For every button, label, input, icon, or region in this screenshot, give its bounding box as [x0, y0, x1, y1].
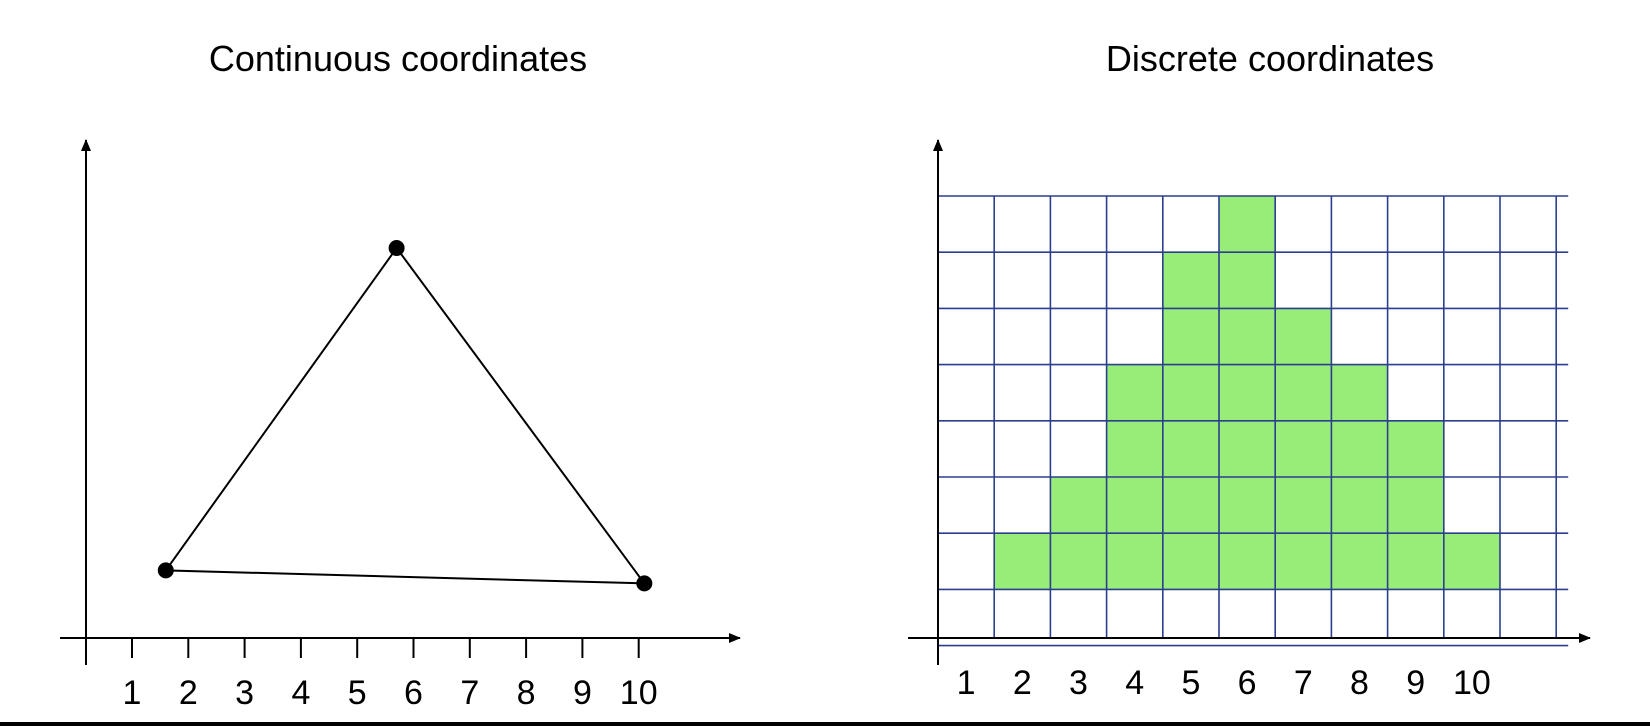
triangle [163, 246, 647, 585]
x-tick-label: 5 [348, 674, 367, 712]
x-tick-label: 6 [404, 674, 423, 712]
filled-cell [1050, 533, 1107, 590]
filled-cell [1387, 477, 1444, 534]
filled-cell [1219, 252, 1276, 309]
filled-cell [1387, 533, 1444, 590]
filled-cell [1162, 308, 1219, 365]
filled-cell [1331, 533, 1388, 590]
x-tick-label: 3 [1069, 664, 1088, 702]
x-tick-label: 5 [1181, 664, 1200, 702]
x-tick-label: 8 [1350, 664, 1369, 702]
continuous-panel: 1 2 3 4 5 6 7 8 9 10 [60, 139, 741, 712]
filled-cell [1219, 196, 1276, 253]
x-tick-label: 4 [291, 674, 310, 712]
x-tick-label: 7 [460, 674, 479, 712]
filled-cell [1275, 364, 1332, 421]
x-tick-label: 6 [1238, 664, 1257, 702]
filled-cell [1275, 533, 1332, 590]
filled-cell [1050, 477, 1107, 534]
x-tick-label: 2 [1013, 664, 1032, 702]
filled-cell [1387, 420, 1444, 477]
filled-cell [1443, 533, 1500, 590]
filled-cell [1219, 533, 1276, 590]
x-tick-label: 3 [235, 674, 254, 712]
filled-cell [994, 533, 1051, 590]
filled-cell [1162, 364, 1219, 421]
x-tick-label: 10 [620, 674, 658, 712]
filled-cell [1162, 252, 1219, 309]
filled-cell [1106, 477, 1163, 534]
x-tick-label: 10 [1453, 664, 1491, 702]
filled-cell [1331, 364, 1388, 421]
filled-cell [1162, 420, 1219, 477]
filled-cell [1106, 420, 1163, 477]
x-tick-label: 9 [573, 674, 592, 712]
continuous-coordinates-title: Continuous coordinates [208, 38, 588, 79]
filled-cell [1275, 477, 1332, 534]
filled-cell [1275, 308, 1332, 365]
filled-cell [1106, 364, 1163, 421]
discrete-coordinates-title: Discrete coordinates [1105, 38, 1435, 79]
filled-cell [1162, 477, 1219, 534]
filled-cell [1106, 533, 1163, 590]
x-tick-label: 9 [1406, 664, 1425, 702]
x-tick-label: 1 [123, 674, 142, 712]
x-tick-label: 1 [957, 664, 976, 702]
x-tick-label: 2 [179, 674, 198, 712]
x-tick-label: 4 [1125, 664, 1144, 702]
filled-cell [1219, 308, 1276, 365]
filled-cell [1162, 533, 1219, 590]
filled-cell [1331, 420, 1388, 477]
top-vertex-point [388, 240, 405, 256]
bottom-border [0, 722, 1650, 726]
right-vertex-point [636, 575, 653, 592]
x-tick-label: 8 [517, 674, 536, 712]
filled-cell [1219, 420, 1276, 477]
filled-cell [1275, 420, 1332, 477]
filled-cell [1219, 364, 1276, 421]
discrete-panel: 1 2 3 4 5 6 7 8 9 10 [908, 139, 1591, 702]
left-vertex-point [157, 562, 174, 579]
x-tick-label: 7 [1294, 664, 1313, 702]
filled-cell [1331, 477, 1388, 534]
filled-cell [1219, 477, 1276, 534]
